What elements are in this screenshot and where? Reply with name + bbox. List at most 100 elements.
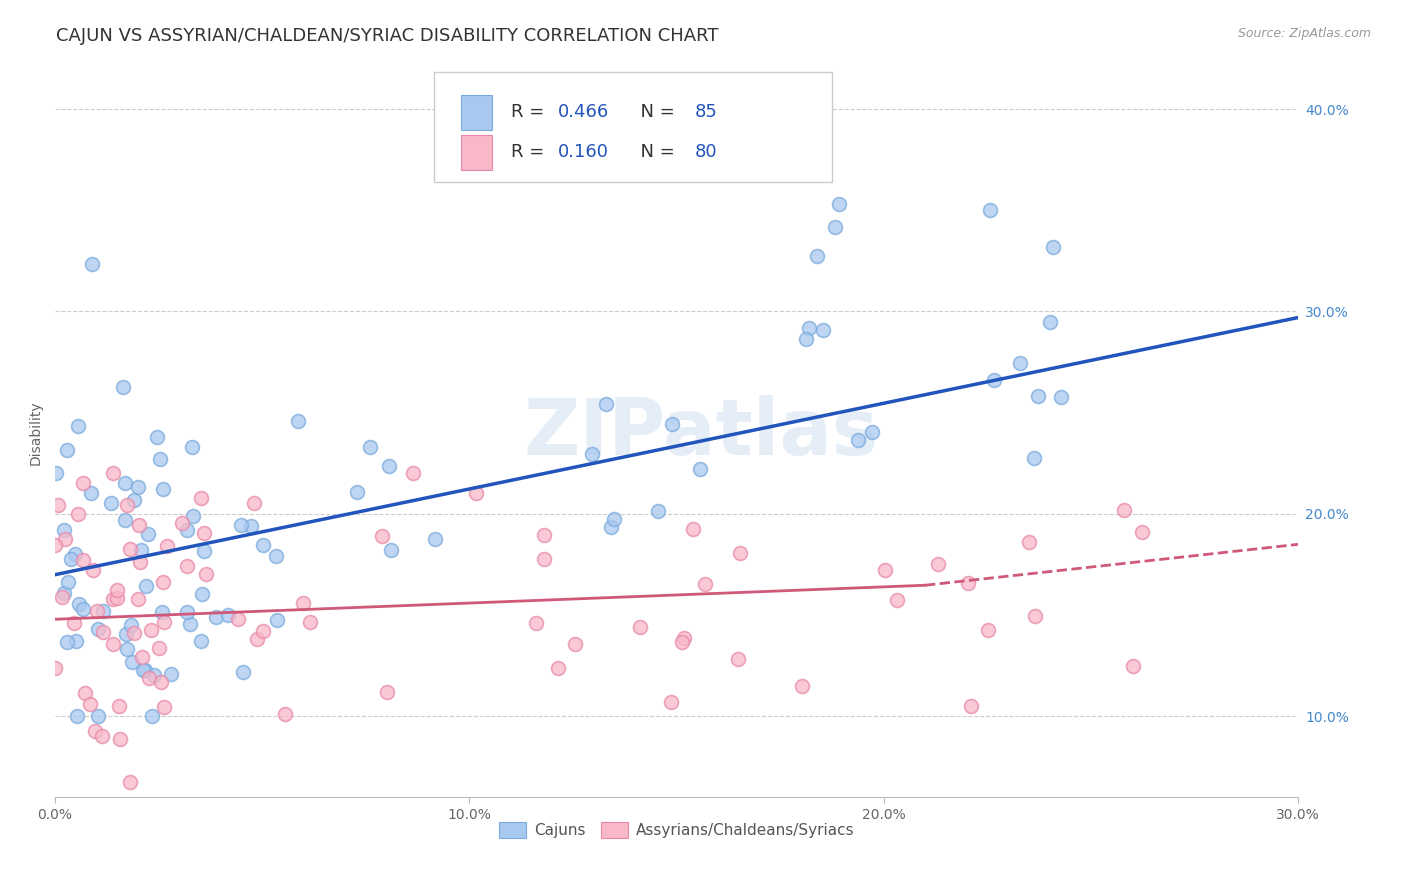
- Point: [124, 625, 146, 640]
- Point: [159, 667, 181, 681]
- Point: [91, 625, 114, 640]
- Point: [46, 498, 69, 512]
- Point: [114, 627, 136, 641]
- Text: ZIPatlas: ZIPatlas: [524, 395, 879, 471]
- Text: N =: N =: [630, 144, 681, 161]
- Text: 0.160: 0.160: [558, 144, 609, 161]
- Point: [111, 380, 134, 394]
- Point: [44, 538, 66, 552]
- Point: [181, 440, 204, 454]
- Point: [595, 397, 617, 411]
- Point: [139, 623, 162, 637]
- Point: [91, 604, 114, 618]
- Point: [120, 618, 142, 632]
- Point: [44, 661, 66, 675]
- FancyBboxPatch shape: [434, 72, 832, 181]
- Bar: [461, 135, 492, 169]
- Point: [148, 641, 170, 656]
- Point: [886, 592, 908, 607]
- Point: [794, 332, 817, 346]
- Point: [380, 543, 402, 558]
- Point: [118, 541, 141, 556]
- Point: [1026, 389, 1049, 403]
- Point: [243, 496, 266, 510]
- Point: [117, 499, 139, 513]
- Point: [121, 655, 143, 669]
- Point: [65, 547, 87, 561]
- Point: [72, 602, 94, 616]
- Point: [792, 679, 814, 693]
- Point: [299, 615, 322, 629]
- Point: [87, 709, 110, 723]
- Point: [240, 518, 263, 533]
- Point: [370, 529, 392, 543]
- Point: [114, 475, 136, 490]
- Point: [150, 675, 173, 690]
- Point: [179, 617, 201, 632]
- Legend: Cajuns, Assyrians/Chaldeans/Syriacs: Cajuns, Assyrians/Chaldeans/Syriacs: [492, 816, 860, 845]
- Point: [100, 496, 122, 510]
- Point: [191, 586, 214, 600]
- Point: [346, 485, 368, 500]
- Point: [292, 596, 315, 610]
- Point: [402, 467, 425, 481]
- Point: [56, 443, 79, 458]
- Point: [172, 516, 194, 530]
- Point: [274, 706, 297, 721]
- Point: [135, 579, 157, 593]
- Point: [103, 467, 125, 481]
- Point: [693, 577, 716, 591]
- Point: [1010, 356, 1032, 370]
- Point: [190, 491, 212, 505]
- Point: [59, 552, 82, 566]
- Point: [141, 709, 163, 723]
- Point: [564, 637, 586, 651]
- Point: [797, 321, 820, 335]
- Point: [264, 549, 287, 563]
- Point: [252, 624, 274, 638]
- Point: [193, 525, 215, 540]
- Point: [1112, 503, 1135, 517]
- Point: [176, 524, 198, 538]
- Point: [983, 374, 1005, 388]
- Point: [465, 486, 488, 500]
- Point: [246, 632, 269, 647]
- Point: [359, 440, 381, 454]
- Point: [156, 539, 179, 553]
- Point: [828, 197, 851, 211]
- Point: [1024, 451, 1046, 466]
- Point: [128, 555, 150, 569]
- Point: [134, 664, 156, 678]
- Point: [150, 605, 173, 619]
- Point: [1039, 314, 1062, 328]
- Point: [67, 419, 90, 434]
- Point: [602, 512, 624, 526]
- Point: [108, 732, 131, 747]
- Point: [287, 414, 309, 428]
- Point: [51, 590, 73, 604]
- Point: [101, 637, 124, 651]
- Point: [84, 724, 107, 739]
- Point: [375, 685, 398, 699]
- Point: [87, 623, 110, 637]
- Text: 85: 85: [695, 103, 718, 121]
- Text: R =: R =: [512, 144, 550, 161]
- Point: [72, 553, 94, 567]
- Point: [266, 613, 288, 627]
- Point: [131, 650, 153, 665]
- Text: R =: R =: [512, 103, 550, 121]
- Point: [1130, 524, 1153, 539]
- Point: [143, 668, 166, 682]
- Point: [628, 620, 651, 634]
- Point: [811, 323, 834, 337]
- Point: [105, 591, 128, 605]
- Point: [149, 452, 172, 467]
- Point: [979, 203, 1001, 218]
- Point: [115, 642, 138, 657]
- Point: [55, 635, 77, 649]
- Point: [56, 574, 79, 589]
- Point: [659, 695, 682, 709]
- Point: [600, 520, 623, 534]
- Point: [73, 686, 96, 700]
- Point: [673, 631, 696, 645]
